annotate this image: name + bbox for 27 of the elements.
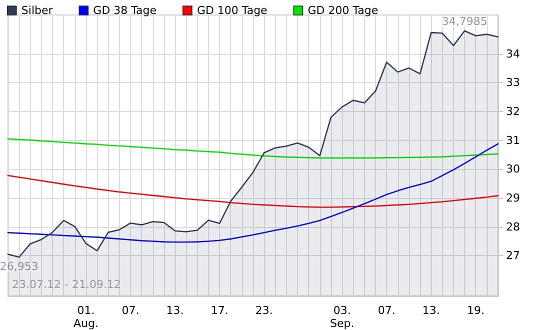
annotation: 26,953 bbox=[0, 260, 38, 274]
y-tick-label: 32 bbox=[506, 105, 520, 118]
y-tick-label: 31 bbox=[506, 134, 520, 147]
y-tick-label: 34 bbox=[506, 47, 520, 60]
x-tick-label: 17. bbox=[210, 304, 228, 317]
y-tick-label: 33 bbox=[506, 76, 520, 90]
legend-label: GD 200 Tage bbox=[308, 4, 378, 17]
y-tick-label: 28 bbox=[506, 220, 520, 234]
line-series bbox=[7, 174, 499, 208]
line-series bbox=[7, 143, 499, 243]
legend-label: GD 100 Tage bbox=[196, 4, 268, 17]
x-tick-label: 13. bbox=[422, 304, 440, 317]
line-series bbox=[7, 138, 499, 159]
x-tick-label: 19. bbox=[466, 304, 484, 317]
y-tick-label: 30 bbox=[506, 162, 520, 176]
legend-label: GD 38 Tage bbox=[93, 4, 157, 17]
x-tick-label: 13. bbox=[166, 304, 184, 317]
y-tick-label: 29 bbox=[506, 192, 520, 205]
x-tick-label: 03. Sep. bbox=[330, 304, 354, 330]
annotation: 23.07.12 - 21.09.12 bbox=[12, 278, 121, 291]
x-tick-label: 07. bbox=[122, 304, 140, 317]
x-tick-label: 01. Aug. bbox=[73, 304, 98, 330]
y-tick-label: 27 bbox=[506, 249, 520, 262]
annotation: 34,7985 bbox=[442, 14, 488, 28]
x-tick-label: 23. bbox=[255, 304, 273, 317]
legend-label: Silber bbox=[21, 4, 54, 17]
x-tick-label: 07. bbox=[378, 304, 396, 317]
